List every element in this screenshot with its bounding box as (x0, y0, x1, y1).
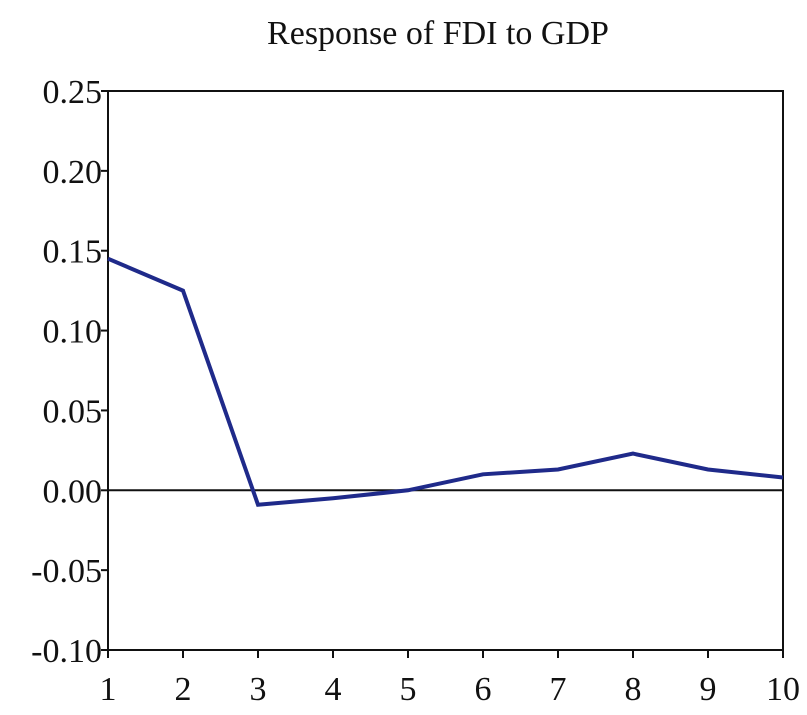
chart-title: Response of FDI to GDP (267, 15, 609, 52)
x-tick-label: 1 (100, 671, 117, 708)
x-tick-label: 4 (325, 671, 342, 708)
y-tick-label: 0.15 (43, 234, 103, 271)
y-tick-label: 0.10 (43, 314, 103, 351)
x-tick-label: 8 (625, 671, 642, 708)
x-tick-label: 6 (475, 671, 492, 708)
y-tick-label: -0.10 (31, 633, 102, 670)
x-tick-label: 10 (766, 671, 800, 708)
x-tick-label: 9 (700, 671, 717, 708)
x-tick-label: 2 (175, 671, 192, 708)
series-line (107, 256, 784, 507)
y-tick-label: -0.05 (31, 553, 102, 590)
plot-area: 0.25 0.20 0.15 0.10 0.05 0.00 -0.05 -0.101 2 3 4 5 6… (31, 74, 800, 708)
y-tick-label: 0.20 (43, 154, 103, 191)
y-tick-label: 0.25 (43, 74, 103, 111)
x-tick-label: 5 (400, 671, 417, 708)
plot-frame (107, 90, 784, 651)
y-tick-label: 0.00 (43, 473, 103, 510)
y-tick-label: 0.05 (43, 393, 103, 430)
x-tick-label: 3 (250, 671, 267, 708)
x-tick-label: 7 (550, 671, 567, 708)
